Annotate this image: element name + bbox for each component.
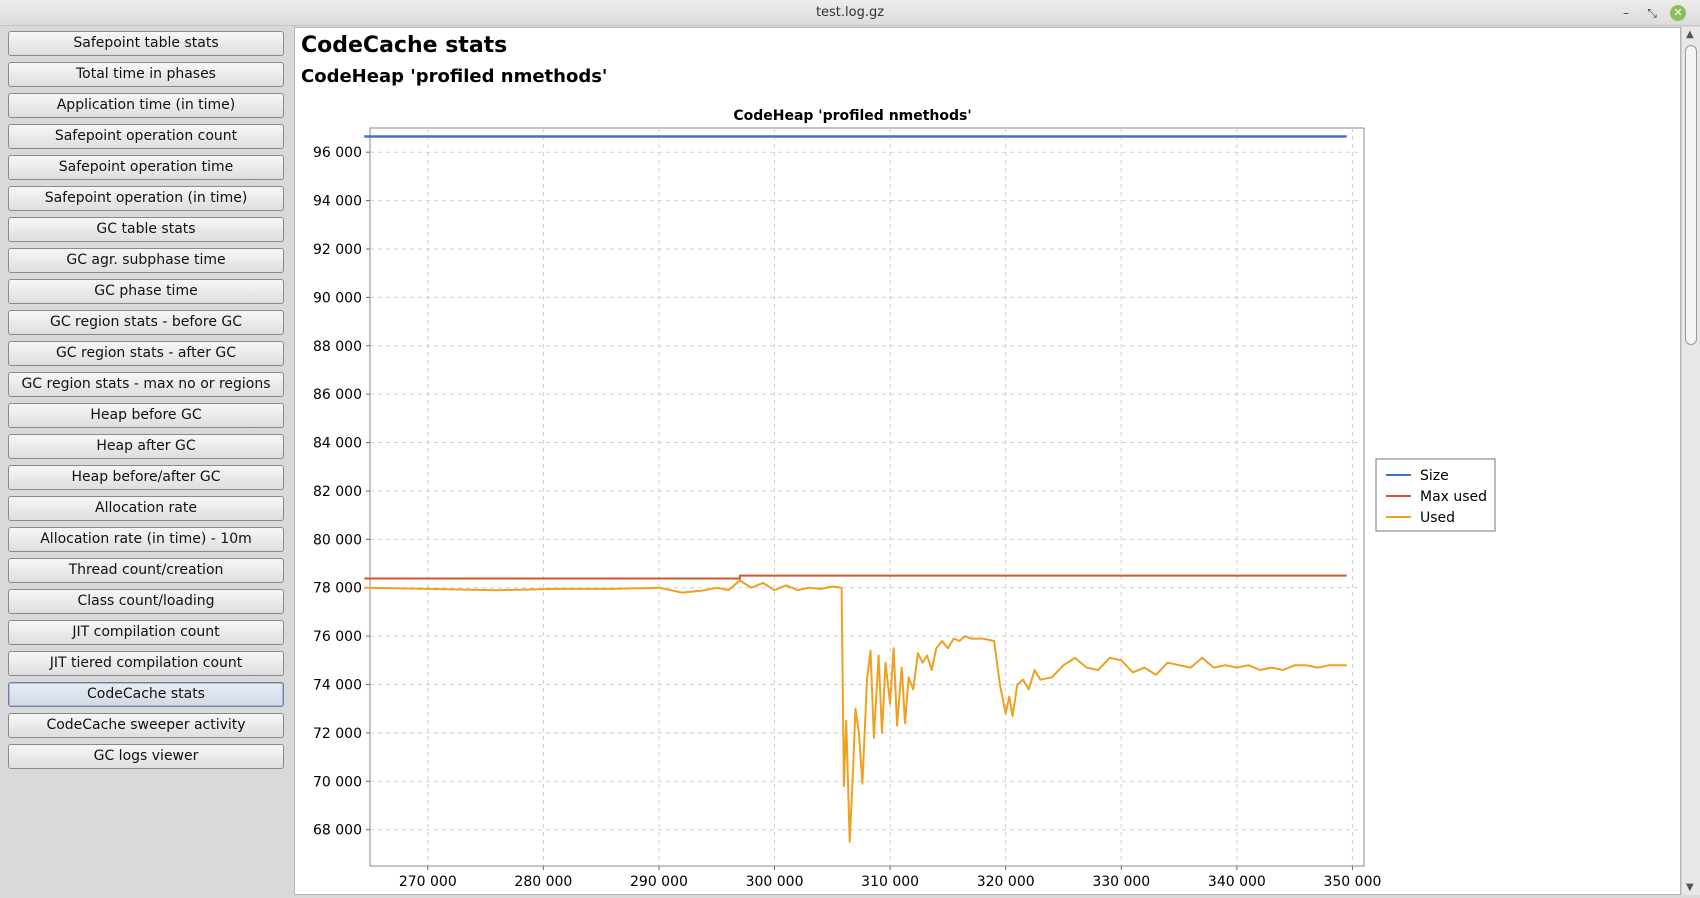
window-title: test.log.gz [815, 5, 885, 20]
x-tick-label: 300 000 [746, 874, 804, 890]
y-tick-label: 82 000 [313, 484, 362, 500]
sidebar-button[interactable]: GC region stats - before GC [8, 310, 284, 335]
close-icon[interactable]: ✕ [1670, 5, 1686, 21]
sidebar-button[interactable]: GC table stats [8, 217, 284, 242]
legend-label: Used [1420, 510, 1455, 526]
chart-title: CodeHeap 'profiled nmethods' [733, 108, 972, 124]
sidebar-button[interactable]: Safepoint table stats [8, 31, 284, 56]
vertical-scrollbar[interactable]: ▲ ▼ [1681, 27, 1700, 895]
sidebar-button[interactable]: Heap after GC [8, 434, 284, 459]
y-tick-label: 90 000 [313, 290, 362, 306]
minimize-icon[interactable]: – [1623, 6, 1629, 20]
x-tick-label: 340 000 [1208, 874, 1266, 890]
restore-icon[interactable]: ⤡ [1647, 6, 1657, 20]
series-line-used [364, 579, 1347, 843]
x-tick-label: 290 000 [630, 874, 688, 890]
y-tick-label: 78 000 [313, 581, 362, 597]
sidebar-button[interactable]: Class count/loading [8, 589, 284, 614]
legend-label: Size [1420, 468, 1449, 484]
series-line-max-used [364, 574, 1347, 580]
sidebar-button[interactable]: Thread count/creation [8, 558, 284, 583]
sidebar-button[interactable]: JIT compilation count [8, 620, 284, 645]
scroll-down-icon[interactable]: ▼ [1686, 882, 1694, 893]
scrollbar-thumb[interactable] [1685, 45, 1697, 345]
page-subtitle: CodeHeap 'profiled nmethods' [301, 66, 608, 87]
x-tick-label: 330 000 [1092, 874, 1150, 890]
sidebar-button[interactable]: Heap before/after GC [8, 465, 284, 490]
y-tick-label: 96 000 [313, 145, 362, 161]
sidebar-button[interactable]: Total time in phases [8, 62, 284, 87]
y-tick-label: 76 000 [313, 629, 362, 645]
y-tick-label: 86 000 [313, 387, 362, 403]
legend-label: Max used [1420, 489, 1487, 505]
y-tick-label: 92 000 [313, 242, 362, 258]
x-tick-label: 270 000 [399, 874, 457, 890]
y-tick-label: 70 000 [313, 774, 362, 790]
window-titlebar: test.log.gz – ⤡ ✕ [0, 0, 1700, 26]
sidebar: Safepoint table stats Total time in phase… [8, 31, 285, 775]
x-tick-label: 310 000 [861, 874, 919, 890]
x-tick-label: 280 000 [514, 874, 572, 890]
y-tick-label: 88 000 [313, 339, 362, 355]
chart: 68 000 70 000 72 000 74 000 76 000 78 000 80 0… [313, 127, 1496, 890]
sidebar-button[interactable]: GC phase time [8, 279, 284, 304]
sidebar-button[interactable]: CodeCache stats [8, 682, 284, 707]
sidebar-button[interactable]: Safepoint operation time [8, 155, 284, 180]
scroll-up-icon[interactable]: ▲ [1686, 29, 1694, 40]
y-tick-label: 84 000 [313, 436, 362, 452]
sidebar-button[interactable]: Safepoint operation count [8, 124, 284, 149]
y-tick-label: 94 000 [313, 194, 362, 210]
sidebar-button[interactable]: Allocation rate [8, 496, 284, 521]
sidebar-button[interactable]: GC region stats - after GC [8, 341, 284, 366]
plot-area [369, 127, 1365, 867]
sidebar-button[interactable]: CodeCache sweeper activity [8, 713, 284, 738]
sidebar-button[interactable]: Safepoint operation (in time) [8, 186, 284, 211]
main-panel: CodeCache stats CodeHeap 'profiled nmeth… [294, 27, 1681, 895]
sidebar-button[interactable]: Allocation rate (in time) - 10m [8, 527, 284, 552]
y-tick-label: 68 000 [313, 823, 362, 839]
sidebar-button[interactable]: GC logs viewer [8, 744, 284, 769]
y-tick-label: 72 000 [313, 726, 362, 742]
page-title: CodeCache stats [301, 33, 508, 58]
sidebar-button[interactable]: GC agr. subphase time [8, 248, 284, 273]
y-tick-label: 80 000 [313, 532, 362, 548]
y-tick-label: 74 000 [313, 678, 362, 694]
sidebar-button[interactable]: JIT tiered compilation count [8, 651, 284, 676]
x-tick-label: 350 000 [1323, 874, 1381, 890]
sidebar-button[interactable]: Heap before GC [8, 403, 284, 428]
x-tick-label: 320 000 [977, 874, 1035, 890]
sidebar-button[interactable]: GC region stats - max no or regions [8, 372, 284, 397]
sidebar-button[interactable]: Application time (in time) [8, 93, 284, 118]
